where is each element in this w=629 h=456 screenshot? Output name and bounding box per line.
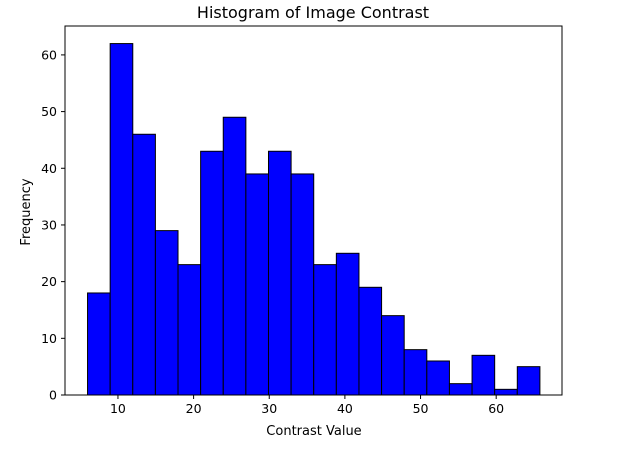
y-tick-label-6: 60	[41, 47, 57, 62]
bars-group	[87, 43, 541, 396]
histogram-bar-0	[87, 292, 111, 396]
histogram-bar-13	[381, 315, 405, 396]
histogram-bar-18	[494, 388, 518, 396]
x-axis-label: Contrast Value	[266, 424, 361, 439]
y-tick-label-2: 20	[41, 274, 57, 289]
histogram-bar-11	[335, 252, 360, 396]
histogram-bar-12	[358, 286, 383, 396]
y-tick-label-1: 10	[41, 331, 57, 346]
y-tick-label-4: 40	[41, 161, 57, 176]
y-axis-ticks: 0 10 20 30 40 50 60	[41, 47, 65, 403]
histogram-bar-16	[448, 383, 473, 396]
histogram-bar-7	[245, 173, 269, 396]
histogram-bar-14	[403, 349, 428, 396]
y-axis-label: Frequency	[19, 178, 34, 245]
histogram-bar-15	[426, 360, 450, 396]
histogram-bar-8	[267, 150, 292, 396]
chart-title: Histogram of Image Contrast	[197, 3, 429, 22]
histogram-bar-4	[177, 264, 202, 396]
histogram-bar-2	[132, 133, 156, 396]
histogram-bar-6	[222, 116, 247, 396]
x-axis-ticks: 10 20 30 40 50 60	[110, 395, 504, 416]
x-tick-label-5: 60	[488, 401, 504, 416]
y-tick-label-3: 30	[41, 217, 57, 232]
histogram-bar-19	[516, 366, 541, 396]
y-tick-label-5: 50	[41, 104, 57, 119]
histogram-bar-17	[471, 354, 496, 396]
y-tick-label-0: 0	[49, 388, 57, 403]
x-tick-label-3: 40	[337, 401, 353, 416]
plot-frame	[64, 25, 563, 396]
x-tick-label-0: 10	[110, 401, 126, 416]
histogram-bar-9	[290, 173, 315, 396]
x-tick-label-2: 30	[261, 401, 277, 416]
x-tick-label-1: 20	[186, 401, 202, 416]
x-tick-label-4: 50	[413, 401, 429, 416]
histogram-bar-10	[313, 264, 337, 396]
histogram-bar-1	[109, 43, 134, 396]
histogram-bar-5	[200, 150, 224, 396]
histogram-bar-3	[154, 230, 179, 396]
